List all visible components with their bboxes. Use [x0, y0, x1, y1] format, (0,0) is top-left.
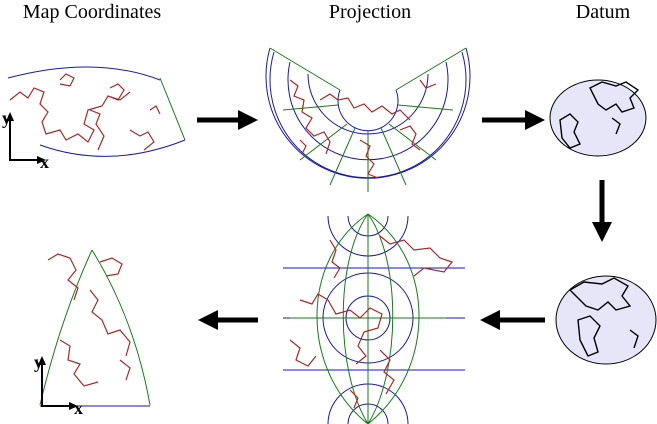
axis-head: [6, 112, 46, 164]
conic-projection: [265, 47, 471, 192]
parallel: [283, 267, 465, 371]
axis-head: [38, 356, 78, 410]
parallel: [7, 66, 161, 81]
arrow-head: [525, 110, 545, 130]
continent: [559, 81, 640, 149]
parallel: [39, 139, 186, 157]
coastline: [289, 235, 454, 409]
coastline: [289, 79, 437, 179]
arrows: [197, 110, 612, 330]
ellipsoid: [549, 79, 647, 157]
parallel: [307, 73, 429, 135]
meridian: [159, 77, 186, 141]
arrow-head: [592, 222, 612, 242]
axes: [9, 118, 40, 161]
axis-label: y: [34, 352, 43, 372]
parallel: [337, 89, 399, 132]
column-label: Datum: [576, 1, 631, 23]
transverse-map: y x: [34, 249, 151, 418]
meridian: [39, 249, 151, 406]
arrow-head: [480, 310, 500, 330]
datum-globe: [549, 79, 657, 365]
conic-map: y x: [2, 66, 186, 172]
column-label: Map Coordinates: [23, 1, 162, 23]
axes: [41, 362, 72, 407]
coastline: [47, 253, 131, 387]
axis-label: x: [40, 152, 49, 172]
axis-label: y: [2, 108, 11, 128]
column-label: Projection: [329, 1, 411, 23]
transverse-projection: [283, 213, 465, 424]
arrow-head: [238, 110, 258, 130]
coastline: [9, 73, 161, 151]
arrow-head: [198, 310, 218, 330]
meridian: [290, 213, 446, 424]
continent: [568, 277, 639, 357]
axis-label: x: [74, 398, 83, 418]
